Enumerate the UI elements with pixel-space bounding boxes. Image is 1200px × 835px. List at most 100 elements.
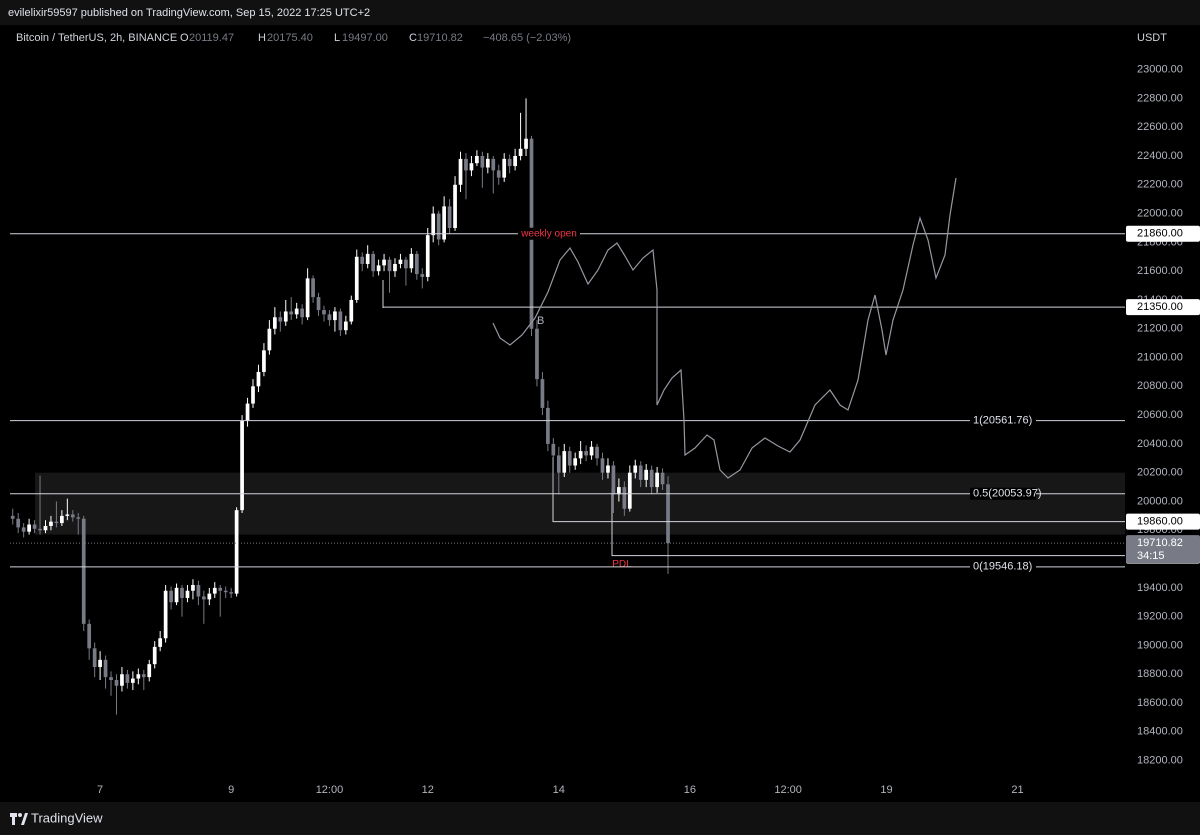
candle-body <box>627 472 632 509</box>
candle-body <box>496 170 501 178</box>
candle-body <box>109 677 113 680</box>
publisher: evilelixir59597 published on TradingView… <box>8 7 370 19</box>
candle-body <box>98 659 102 668</box>
ohlc-value: 20175.40 <box>267 32 313 44</box>
candle-body <box>245 403 250 421</box>
candle-body <box>360 256 365 264</box>
candle-body <box>644 469 649 480</box>
candle-body <box>283 311 288 322</box>
price-label: 21350.00 <box>1137 301 1183 313</box>
y-tick-label: 23000.00 <box>1137 64 1183 76</box>
candle-body <box>76 517 81 519</box>
candle-body <box>251 386 255 404</box>
candle-body <box>617 487 621 495</box>
candle-body <box>54 521 59 524</box>
candle-body <box>354 256 359 300</box>
candle-body <box>136 674 141 679</box>
footer <box>0 802 1200 835</box>
level-text-bg <box>518 227 580 240</box>
candle-body <box>212 587 217 594</box>
candle-body <box>589 446 594 456</box>
price-label-box <box>1126 225 1200 242</box>
fib-text-bg <box>970 487 1036 500</box>
x-tick-label: 16 <box>684 784 696 796</box>
price-label-box <box>1126 513 1200 530</box>
x-tick-label: 12:00 <box>774 784 802 796</box>
candle-body <box>595 446 599 459</box>
y-tick-label: 18400.00 <box>1137 726 1183 738</box>
candle-body <box>469 163 474 171</box>
price-label-box <box>1126 299 1200 316</box>
candle-body <box>431 213 436 236</box>
candle-body <box>649 469 654 488</box>
candle-body <box>404 259 408 269</box>
candle-body <box>414 253 419 275</box>
x-tick-label: 14 <box>553 784 565 796</box>
candle-body <box>638 465 643 480</box>
candle-body <box>518 148 523 156</box>
last-price-label: 19710.82 <box>1137 537 1183 549</box>
candle-body <box>382 259 386 266</box>
y-tick-label: 19000.00 <box>1137 639 1183 651</box>
candle-body <box>556 455 561 473</box>
candle-body <box>376 265 381 272</box>
candle-body <box>622 487 627 509</box>
candle-body <box>365 253 370 264</box>
ohlc-label: L <box>334 32 340 44</box>
fib-label: 1(20561.76) <box>973 415 1032 427</box>
candle-body <box>152 646 157 665</box>
candle-body <box>567 451 572 466</box>
candle-body <box>322 310 326 315</box>
candle-body <box>300 308 305 318</box>
candle-body <box>21 527 26 532</box>
candle-body <box>425 235 430 277</box>
candle-body <box>114 679 119 686</box>
y-tick-label: 18600.00 <box>1137 697 1183 709</box>
candle-body <box>163 590 168 639</box>
level-text: weekly open <box>520 228 577 239</box>
candle-body <box>387 259 392 272</box>
candle-body <box>311 278 315 298</box>
top-bar <box>0 0 1200 25</box>
change: −408.65 (−2.03%) <box>483 32 571 44</box>
y-tick-label: 20800.00 <box>1137 380 1183 392</box>
y-tick-label: 22800.00 <box>1137 92 1183 104</box>
price-label: 19860.00 <box>1137 516 1183 528</box>
x-tick-label: 12 <box>422 784 434 796</box>
price-label: 21860.00 <box>1137 228 1183 240</box>
candle-body <box>333 311 337 321</box>
fib-label: 0.5(20053.97) <box>973 488 1042 500</box>
candle-body <box>81 518 86 624</box>
candle-body <box>327 314 332 321</box>
annotation: B <box>537 315 544 327</box>
candle-body <box>218 587 223 591</box>
candle-body <box>262 350 266 372</box>
y-tick-label: 22600.00 <box>1137 121 1183 133</box>
candle-body <box>65 514 70 516</box>
candle-body <box>316 297 321 311</box>
candle-body <box>540 379 545 408</box>
candle-body <box>103 659 108 678</box>
candle-body <box>289 311 294 315</box>
projection-path <box>492 177 957 479</box>
candle-body <box>272 317 277 329</box>
ohlc-value: 19497.00 <box>342 32 388 44</box>
candle-body <box>442 206 446 240</box>
countdown: 34:15 <box>1137 550 1165 562</box>
y-tick-label: 20400.00 <box>1137 438 1183 450</box>
x-tick-label: 19 <box>880 784 892 796</box>
candle-body <box>234 510 239 594</box>
candle-body <box>87 623 92 649</box>
zone <box>35 472 1125 535</box>
candle-body <box>491 158 496 171</box>
candle-body <box>409 253 414 269</box>
candle-body <box>185 590 190 598</box>
brand-logo <box>10 813 28 825</box>
candle-body <box>453 184 457 228</box>
y-tick-label: 18800.00 <box>1137 668 1183 680</box>
candle-body <box>120 674 124 686</box>
candle-body <box>371 253 375 272</box>
candle-body <box>600 458 605 473</box>
candle-body <box>666 484 670 544</box>
candle-body <box>507 158 512 167</box>
